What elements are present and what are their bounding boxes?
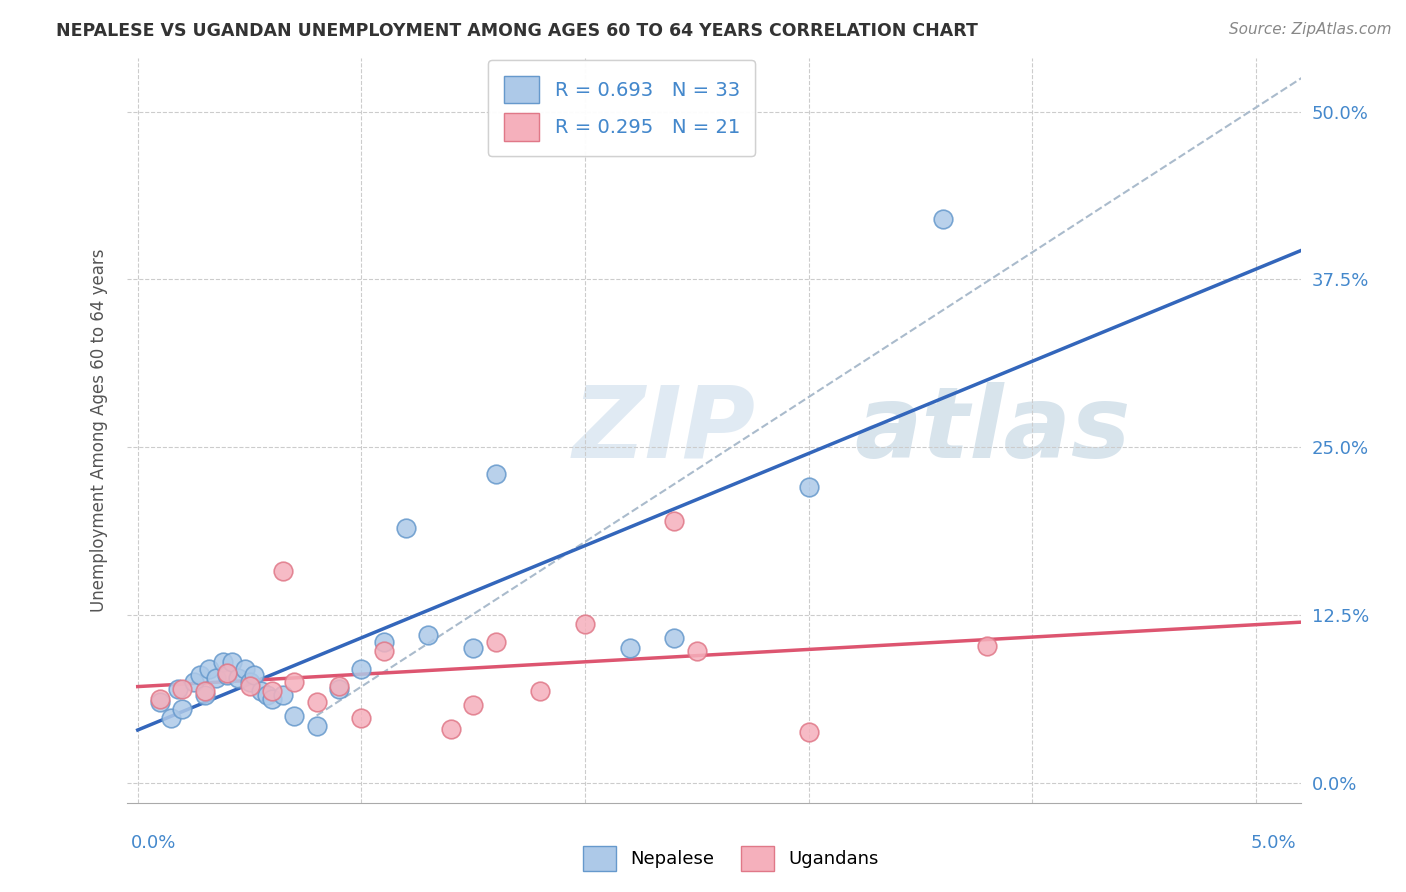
Point: [271, 564, 294, 578]
Point: [686, 644, 709, 658]
Point: [198, 662, 221, 676]
Point: [233, 662, 256, 676]
Point: [305, 719, 328, 733]
Text: ZIP: ZIP: [572, 382, 755, 479]
Point: [463, 698, 485, 712]
Point: [529, 684, 551, 698]
Point: [183, 675, 205, 690]
Point: [797, 480, 820, 494]
Point: [328, 679, 350, 693]
Point: [238, 679, 260, 693]
Point: [463, 641, 485, 656]
Point: [211, 655, 233, 669]
Point: [188, 668, 211, 682]
Point: [574, 617, 596, 632]
Point: [238, 675, 260, 690]
Legend: Nepalese, Ugandans: Nepalese, Ugandans: [576, 838, 886, 879]
Point: [249, 684, 271, 698]
Point: [260, 692, 283, 706]
Point: [283, 708, 305, 723]
Point: [484, 634, 506, 648]
Point: [205, 671, 228, 685]
Point: [271, 689, 294, 703]
Point: [395, 521, 418, 535]
Point: [160, 711, 183, 725]
Point: [932, 212, 955, 227]
Point: [976, 639, 998, 653]
Text: 5.0%: 5.0%: [1251, 834, 1296, 852]
Point: [217, 665, 239, 680]
Point: [172, 681, 194, 696]
Point: [305, 695, 328, 709]
Point: [484, 467, 506, 481]
Point: [619, 641, 641, 656]
Point: [194, 689, 217, 703]
Text: NEPALESE VS UGANDAN UNEMPLOYMENT AMONG AGES 60 TO 64 YEARS CORRELATION CHART: NEPALESE VS UGANDAN UNEMPLOYMENT AMONG A…: [56, 22, 979, 40]
Point: [664, 514, 686, 528]
Point: [350, 662, 373, 676]
Point: [664, 631, 686, 645]
Point: [373, 634, 395, 648]
Point: [243, 668, 266, 682]
Point: [149, 692, 172, 706]
Point: [217, 668, 239, 682]
Text: Source: ZipAtlas.com: Source: ZipAtlas.com: [1229, 22, 1392, 37]
Point: [283, 675, 305, 690]
Point: [260, 684, 283, 698]
Y-axis label: Unemployment Among Ages 60 to 64 years: Unemployment Among Ages 60 to 64 years: [90, 249, 108, 612]
Point: [797, 724, 820, 739]
Point: [256, 689, 278, 703]
Point: [172, 702, 194, 716]
Point: [418, 628, 440, 642]
Point: [440, 722, 463, 736]
Point: [328, 681, 350, 696]
Text: 0.0%: 0.0%: [131, 834, 176, 852]
Legend: R = 0.693   N = 33, R = 0.295   N = 21: R = 0.693 N = 33, R = 0.295 N = 21: [488, 61, 755, 156]
Point: [194, 684, 217, 698]
Text: atlas: atlas: [855, 382, 1130, 479]
Point: [350, 711, 373, 725]
Point: [149, 695, 172, 709]
Point: [221, 655, 243, 669]
Point: [228, 671, 250, 685]
Point: [373, 644, 395, 658]
Point: [167, 681, 190, 696]
